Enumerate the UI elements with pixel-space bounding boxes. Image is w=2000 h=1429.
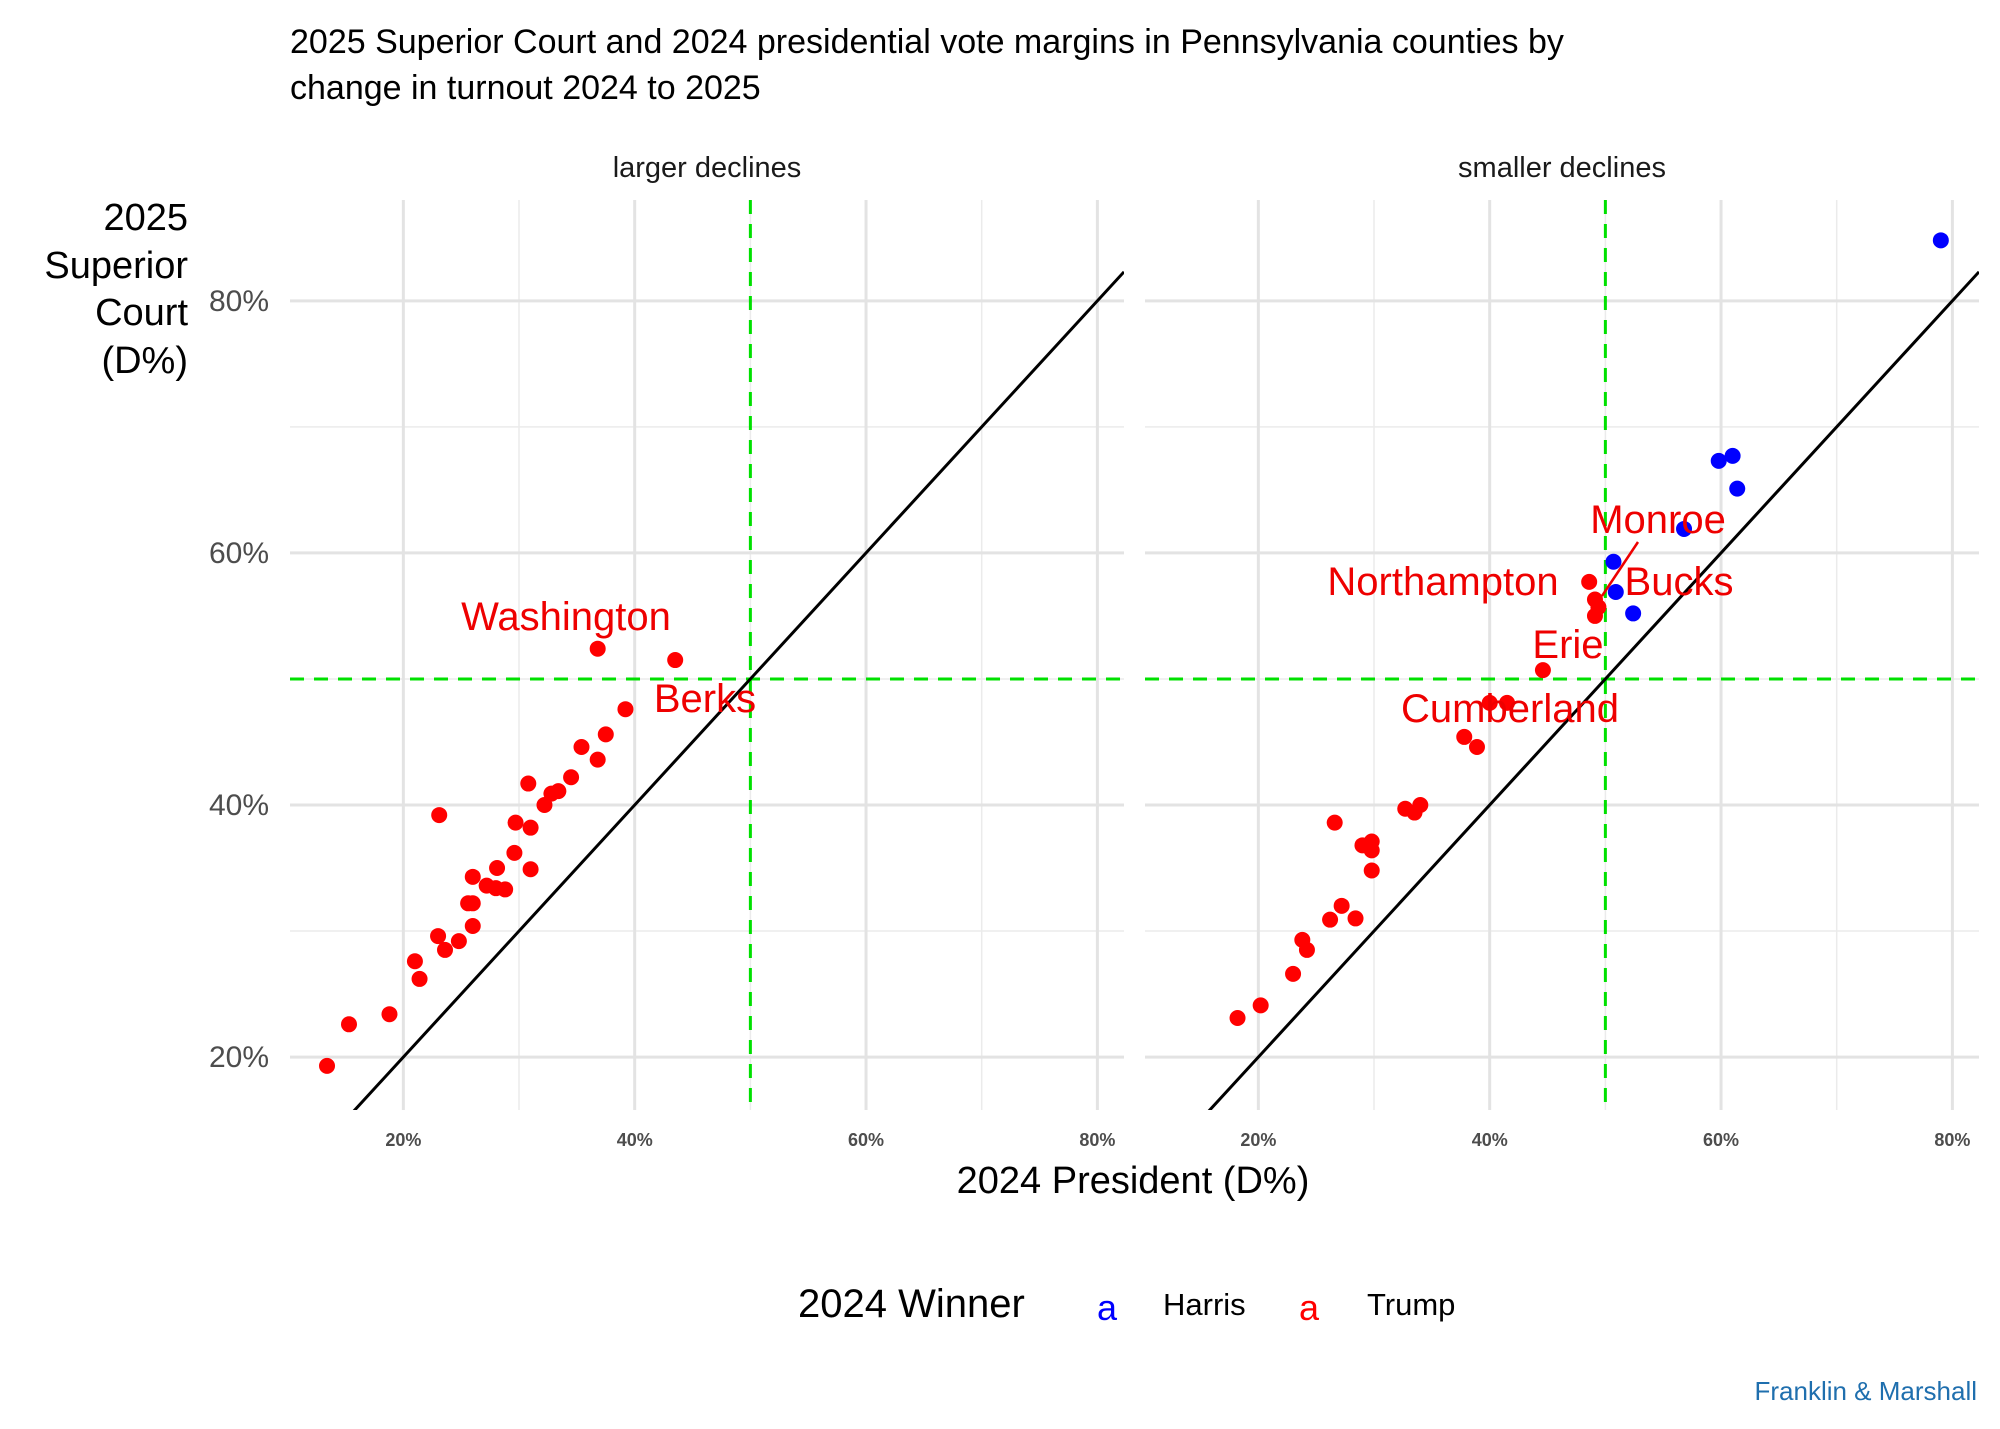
data-point-harris xyxy=(1932,232,1949,249)
data-point-trump xyxy=(450,933,467,950)
data-point-harris xyxy=(1625,605,1642,622)
county-label: Berks xyxy=(654,677,756,721)
y-tick-label: 40% xyxy=(209,789,269,822)
x-tick-label: 20% xyxy=(385,1130,421,1150)
data-point-trump xyxy=(522,861,539,878)
data-point-harris xyxy=(1676,520,1693,537)
data-point-harris xyxy=(1710,452,1727,469)
caption: Franklin & Marshall xyxy=(1754,1376,1977,1406)
diagonal-equality-line xyxy=(352,270,1124,1110)
x-tick-label: 80% xyxy=(1934,1130,1970,1150)
data-point-trump xyxy=(1586,607,1603,624)
data-point-trump xyxy=(1481,694,1498,711)
data-point-trump xyxy=(506,844,523,861)
data-point-harris xyxy=(1729,480,1746,497)
data-point-trump xyxy=(617,701,634,718)
x-tick-label: 80% xyxy=(1079,1130,1115,1150)
data-point-trump xyxy=(507,814,524,831)
data-point-trump xyxy=(1468,739,1485,756)
county-label: Monroe xyxy=(1590,498,1726,542)
x-axis-title: 2024 President (D%) xyxy=(957,1160,1310,1202)
facet-strip-label: larger declines xyxy=(613,152,802,184)
county-label: Northampton xyxy=(1327,560,1558,604)
legend: 2024 Winner a Harris a Trump xyxy=(798,1282,1455,1328)
data-point-trump xyxy=(1298,941,1315,958)
data-point-trump xyxy=(1581,573,1598,590)
y-tick-label: 20% xyxy=(209,1041,269,1074)
data-point-trump xyxy=(550,783,567,800)
data-point-trump xyxy=(1252,997,1269,1014)
monroe-label-leader-line xyxy=(1600,541,1640,597)
county-label: Bucks xyxy=(1625,560,1734,604)
data-point-trump xyxy=(430,928,447,945)
panel-plot-area xyxy=(1145,200,1979,1110)
x-tick-label: 60% xyxy=(848,1130,884,1150)
data-point-trump xyxy=(1229,1009,1246,1026)
data-point-trump xyxy=(1363,842,1380,859)
data-point-trump xyxy=(520,775,537,792)
data-point-trump xyxy=(431,807,448,824)
data-point-trump xyxy=(381,1006,398,1023)
data-point-trump xyxy=(411,970,428,987)
data-point-trump xyxy=(340,1016,357,1033)
x-tick-label: 40% xyxy=(1472,1130,1508,1150)
data-point-trump xyxy=(589,751,606,768)
data-point-trump xyxy=(1322,911,1339,928)
data-point-harris xyxy=(1607,583,1624,600)
data-point-trump xyxy=(464,868,481,885)
data-point-trump xyxy=(563,769,580,786)
data-point-trump xyxy=(1285,965,1302,982)
panel-plot-area xyxy=(290,200,1124,1110)
y-tick-label: 60% xyxy=(209,537,269,570)
legend-key-harris: a xyxy=(1097,1287,1118,1328)
y-tick-label: 80% xyxy=(209,285,269,318)
panel-larger-declines: 20% 40% 60% 80% larger declines Washington Ber… xyxy=(290,152,1124,1150)
x-tick-label: 60% xyxy=(1703,1130,1739,1150)
data-point-trump xyxy=(1499,694,1516,711)
panel-smaller-declines: 20% 40% 60% 80% smaller declines Monroe Northa… xyxy=(1145,152,1979,1150)
legend-label-trump: Trump xyxy=(1367,1287,1455,1322)
legend-title: 2024 Winner xyxy=(798,1282,1025,1326)
x-tick-label: 20% xyxy=(1240,1130,1276,1150)
data-point-trump xyxy=(1326,814,1343,831)
data-point-trump xyxy=(1412,796,1429,813)
county-label: Washington xyxy=(461,595,671,639)
x-tick-label: 40% xyxy=(617,1130,653,1150)
data-point-trump xyxy=(464,895,481,912)
y-axis-title-line: (D%) xyxy=(101,340,188,382)
data-point-harris xyxy=(1605,553,1622,570)
data-point-trump xyxy=(437,941,454,958)
data-point-trump xyxy=(319,1057,336,1074)
data-point-trump xyxy=(489,860,506,877)
data-point-trump xyxy=(1534,662,1551,679)
data-point-trump xyxy=(1333,897,1350,914)
data-point-trump xyxy=(497,881,514,898)
chart-title-line-1: 2025 Superior Court and 2024 presidentia… xyxy=(290,23,1564,61)
data-point-trump xyxy=(667,652,684,669)
y-axis-title-line: Court xyxy=(95,292,188,334)
data-point-trump xyxy=(1347,910,1364,927)
data-point-trump xyxy=(1456,728,1473,745)
y-axis-title-line: Superior xyxy=(44,245,188,287)
chart-title-line-2: change in turnout 2024 to 2025 xyxy=(290,69,761,107)
data-point-trump xyxy=(1363,862,1380,879)
diagonal-equality-line xyxy=(1207,270,1979,1110)
data-point-trump xyxy=(589,640,606,657)
data-point-trump xyxy=(406,953,423,970)
y-axis-title: 2025 Superior Court (D%) xyxy=(44,197,188,382)
data-point-harris xyxy=(1724,447,1741,464)
county-label: Cumberland xyxy=(1401,687,1619,731)
facet-strip-label: smaller declines xyxy=(1458,152,1666,184)
data-point-trump xyxy=(597,726,614,743)
county-label: Erie xyxy=(1532,623,1603,667)
y-axis-title-line: 2025 xyxy=(103,197,188,239)
legend-key-trump: a xyxy=(1299,1287,1320,1328)
legend-label-harris: Harris xyxy=(1163,1287,1246,1322)
data-point-trump xyxy=(522,819,539,836)
data-point-trump xyxy=(464,917,481,934)
data-point-trump xyxy=(573,739,590,756)
